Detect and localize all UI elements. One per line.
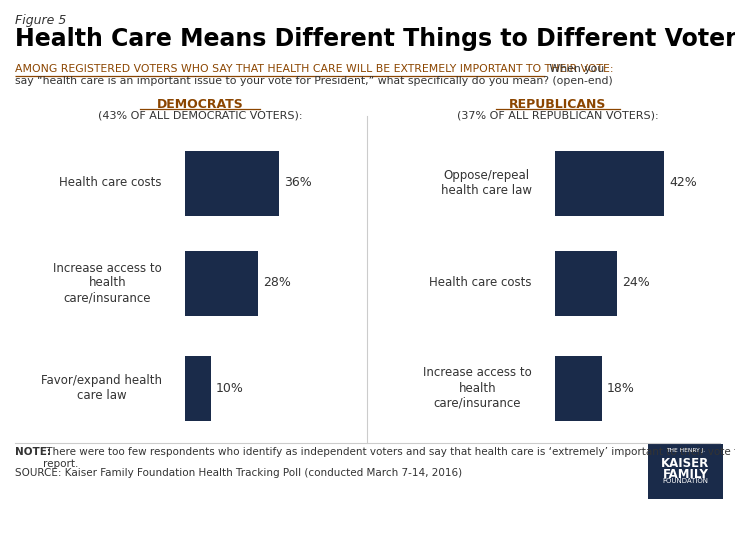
Text: KAISER: KAISER [662, 457, 709, 470]
Text: DEMOCRATS: DEMOCRATS [157, 98, 243, 111]
Text: NOTE:: NOTE: [15, 447, 51, 457]
Text: When you: When you [546, 64, 604, 74]
Text: say “health care is an important issue to your vote for President,” what specifi: say “health care is an important issue t… [15, 76, 613, 86]
Text: Increase access to
health
care/insurance: Increase access to health care/insurance [53, 262, 162, 305]
Text: AMONG REGISTERED VOTERS WHO SAY THAT HEALTH CARE WILL BE EXTREMELY IMPORTANT TO : AMONG REGISTERED VOTERS WHO SAY THAT HEA… [15, 64, 614, 74]
Bar [185, 355, 211, 420]
Bar [555, 355, 602, 420]
Text: THE HENRY J.: THE HENRY J. [666, 448, 705, 453]
Text: Oppose/repeal
health care law: Oppose/repeal health care law [441, 169, 532, 197]
Text: 28%: 28% [263, 277, 290, 289]
Bar [648, 444, 723, 499]
Text: (43% OF ALL DEMOCRATIC VOTERS):: (43% OF ALL DEMOCRATIC VOTERS): [98, 110, 302, 120]
Bar [555, 150, 664, 215]
Text: REPUBLICANS: REPUBLICANS [509, 98, 606, 111]
Text: (37% OF ALL REPUBLICAN VOTERS):: (37% OF ALL REPUBLICAN VOTERS): [457, 110, 659, 120]
Text: Increase access to
health
care/insurance: Increase access to health care/insurance [423, 366, 532, 409]
Text: FAMILY: FAMILY [662, 468, 709, 481]
Text: 10%: 10% [216, 381, 244, 395]
Text: 36%: 36% [284, 176, 312, 190]
Text: 42%: 42% [669, 176, 697, 190]
Text: FOUNDATION: FOUNDATION [662, 478, 709, 484]
Bar [185, 150, 279, 215]
Text: There were too few respondents who identify as independent voters and say that h: There were too few respondents who ident… [43, 447, 735, 468]
Text: 18%: 18% [607, 381, 635, 395]
Text: 24%: 24% [623, 277, 650, 289]
Text: Figure 5: Figure 5 [15, 14, 66, 27]
Bar [185, 251, 258, 316]
Text: Health care costs: Health care costs [429, 277, 532, 289]
Bar [555, 251, 617, 316]
Text: Favor/expand health
care law: Favor/expand health care law [41, 374, 162, 402]
Text: Health Care Means Different Things to Different Voters: Health Care Means Different Things to Di… [15, 27, 735, 51]
Text: Health care costs: Health care costs [60, 176, 162, 190]
Text: SOURCE: Kaiser Family Foundation Health Tracking Poll (conducted March 7-14, 201: SOURCE: Kaiser Family Foundation Health … [15, 468, 462, 478]
